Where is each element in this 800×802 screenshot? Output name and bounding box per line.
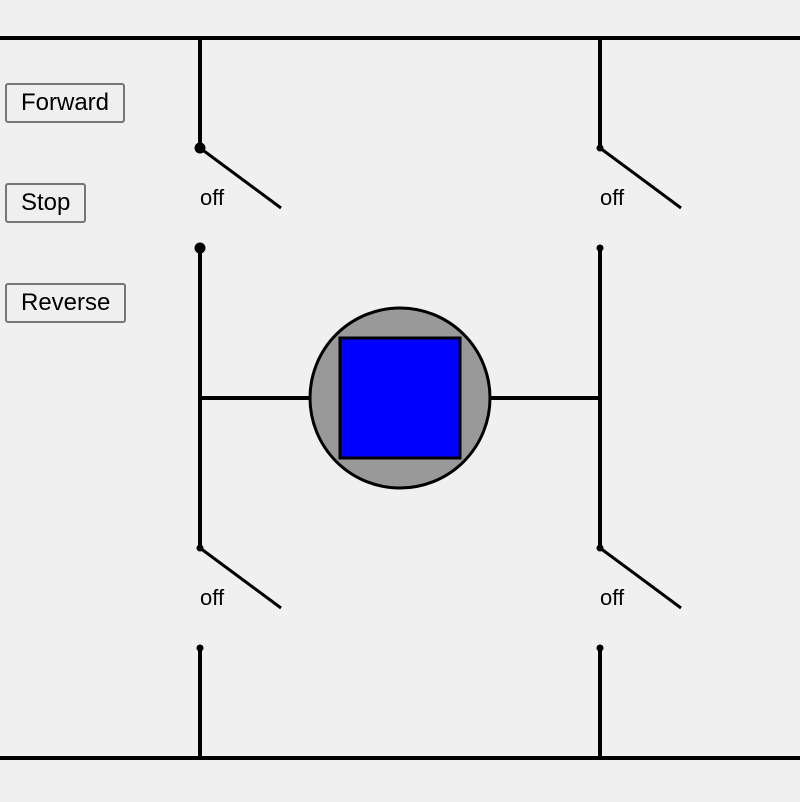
switch-bottom-left-lever[interactable] — [199, 546, 282, 610]
switch-top-right-pivot — [596, 144, 604, 152]
switch-bottom-right-state: off — [600, 585, 625, 610]
switch-bottom-left-contact — [196, 644, 204, 652]
switch-top-left-state: off — [200, 185, 225, 210]
switch-bottom-left-state: off — [200, 585, 225, 610]
stop-button[interactable]: Stop — [5, 183, 87, 223]
switch-top-left-pivot — [194, 142, 206, 154]
switch-bottom-right-lever[interactable] — [599, 546, 682, 610]
motor-rotor — [338, 336, 462, 460]
motor — [308, 306, 492, 490]
switch-top-right-state: off — [600, 185, 625, 210]
reverse-button[interactable]: Reverse — [5, 283, 127, 323]
switch-top-right-lever[interactable] — [599, 146, 682, 210]
switch-top-left-lever[interactable] — [199, 146, 282, 210]
switch-top-right-contact — [596, 244, 604, 252]
switch-bottom-left-pivot — [196, 544, 204, 552]
forward-button[interactable]: Forward — [5, 83, 126, 123]
switch-bottom-right-pivot — [596, 544, 604, 552]
switch-top-left-contact — [194, 242, 206, 254]
switch-bottom-right-contact — [596, 644, 604, 652]
